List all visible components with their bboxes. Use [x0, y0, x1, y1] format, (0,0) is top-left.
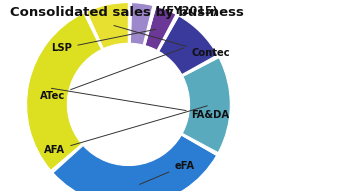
Wedge shape: [182, 57, 230, 153]
Text: eFA: eFA: [140, 160, 194, 184]
Wedge shape: [128, 2, 131, 43]
Text: FA&DA: FA&DA: [51, 88, 230, 120]
Wedge shape: [27, 13, 101, 171]
Text: Consolidated sales by business: Consolidated sales by business: [10, 6, 244, 19]
Wedge shape: [159, 16, 217, 75]
Text: LSP: LSP: [51, 29, 156, 53]
Wedge shape: [83, 12, 103, 49]
Wedge shape: [182, 133, 218, 155]
Wedge shape: [87, 2, 128, 49]
Wedge shape: [143, 6, 156, 46]
Wedge shape: [145, 6, 176, 50]
Wedge shape: [182, 55, 219, 76]
Wedge shape: [157, 14, 179, 51]
Text: (FY2015): (FY2015): [10, 6, 218, 16]
Wedge shape: [130, 3, 153, 45]
Wedge shape: [53, 135, 217, 191]
Text: Contec: Contec: [114, 26, 230, 58]
Text: ATec: ATec: [40, 48, 184, 101]
Text: AFA: AFA: [44, 106, 207, 155]
Wedge shape: [51, 144, 83, 173]
